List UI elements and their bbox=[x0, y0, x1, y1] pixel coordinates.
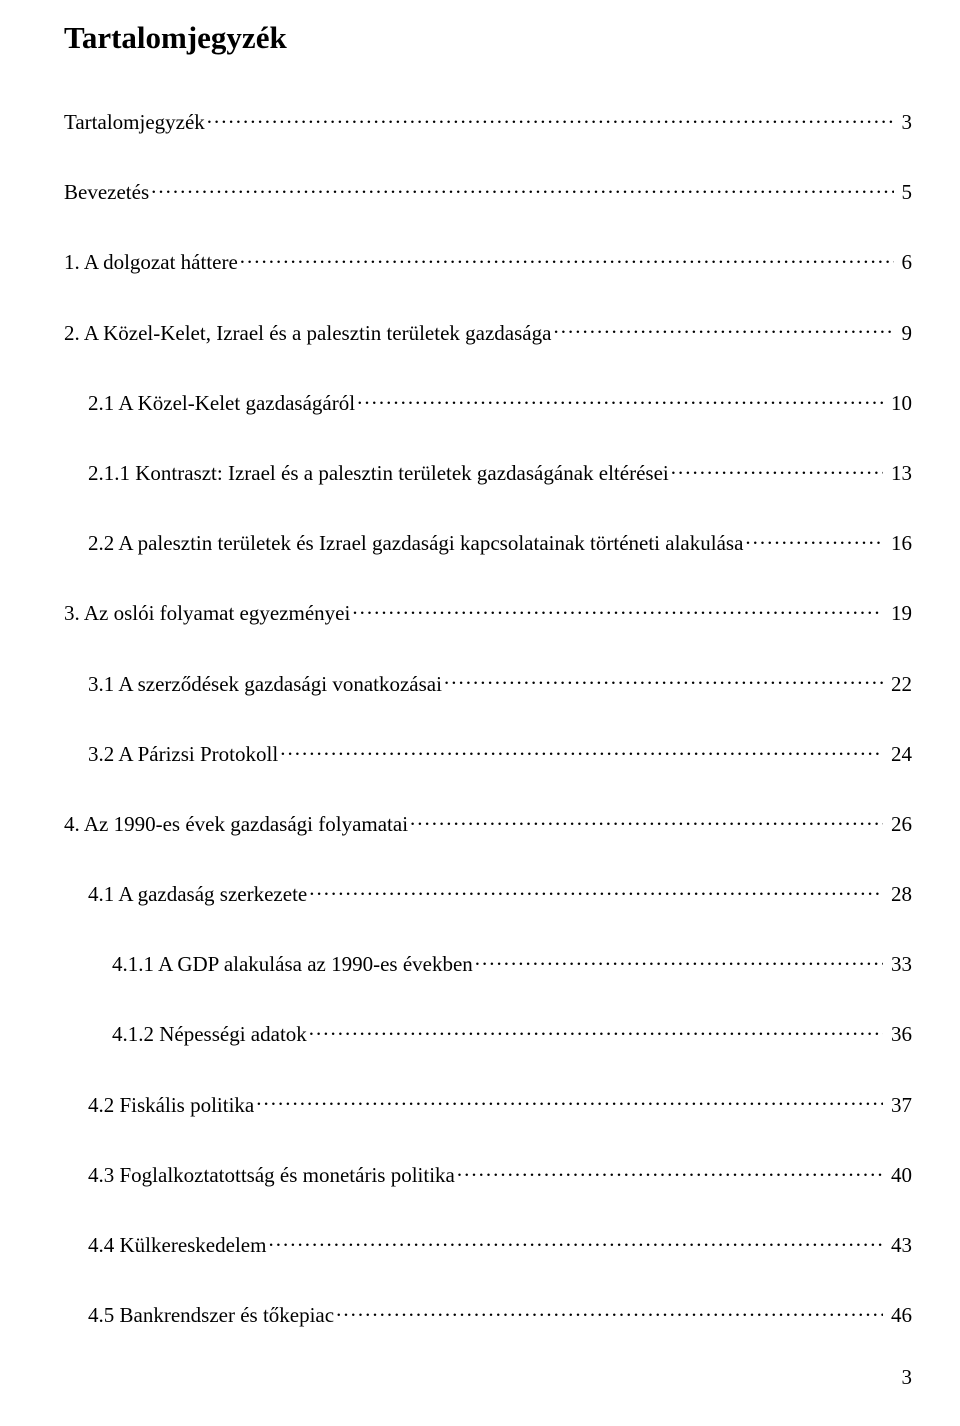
toc-row: 2.2 A palesztin területek és Izrael gazd… bbox=[64, 529, 912, 556]
toc-leader bbox=[240, 248, 894, 269]
toc-leader bbox=[268, 1231, 883, 1252]
toc-label: Bevezetés bbox=[64, 180, 149, 205]
toc-row: 4. Az 1990-es évek gazdasági folyamatai … bbox=[64, 810, 912, 837]
toc-label: 4.5 Bankrendszer és tőkepiac bbox=[88, 1303, 334, 1328]
toc-leader bbox=[352, 599, 883, 620]
toc-page: 36 bbox=[885, 1022, 912, 1047]
toc-label: 4. Az 1990-es évek gazdasági folyamatai bbox=[64, 812, 408, 837]
page-number: 3 bbox=[902, 1365, 913, 1390]
toc-leader bbox=[410, 810, 883, 831]
toc-page: 43 bbox=[885, 1233, 912, 1258]
toc-leader bbox=[280, 740, 883, 761]
toc-row: 4.1.2 Népességi adatok 36 bbox=[64, 1020, 912, 1047]
toc-leader bbox=[207, 108, 894, 129]
toc-label: 2.2 A palesztin területek és Izrael gazd… bbox=[88, 531, 743, 556]
toc-page: 3 bbox=[896, 110, 913, 135]
toc-page: 6 bbox=[896, 250, 913, 275]
toc-row: 1. A dolgozat háttere 6 bbox=[64, 248, 912, 275]
toc-row: 4.2 Fiskális politika 37 bbox=[64, 1091, 912, 1118]
toc-label: 4.2 Fiskális politika bbox=[88, 1093, 254, 1118]
toc-row: 2.1 A Közel-Kelet gazdaságáról 10 bbox=[64, 389, 912, 416]
toc-page: 33 bbox=[885, 952, 912, 977]
toc-leader bbox=[357, 389, 883, 410]
toc-page: 24 bbox=[885, 742, 912, 767]
toc-row: Tartalomjegyzék 3 bbox=[64, 108, 912, 135]
toc-label: 4.1 A gazdaság szerkezete bbox=[88, 882, 307, 907]
toc-page: 19 bbox=[885, 601, 912, 626]
toc-page: 46 bbox=[885, 1303, 912, 1328]
toc-row: 4.1 A gazdaság szerkezete 28 bbox=[64, 880, 912, 907]
toc-page: 40 bbox=[885, 1163, 912, 1188]
toc-label: 2.1.1 Kontraszt: Izrael és a palesztin t… bbox=[88, 461, 669, 486]
toc-leader bbox=[444, 670, 883, 691]
table-of-contents: Tartalomjegyzék 3 Bevezetés 5 1. A dolgo… bbox=[64, 108, 912, 1328]
toc-page: 5 bbox=[896, 180, 913, 205]
toc-leader bbox=[336, 1301, 883, 1322]
toc-row: 4.4 Külkereskedelem 43 bbox=[64, 1231, 912, 1258]
toc-page: 10 bbox=[885, 391, 912, 416]
toc-row: 3. Az oslói folyamat egyezményei 19 bbox=[64, 599, 912, 626]
toc-row: Bevezetés 5 bbox=[64, 178, 912, 205]
toc-page: 16 bbox=[885, 531, 912, 556]
toc-row: 4.1.1 A GDP alakulása az 1990-es években… bbox=[64, 950, 912, 977]
toc-row: 4.3 Foglalkoztatottság és monetáris poli… bbox=[64, 1161, 912, 1188]
toc-leader bbox=[309, 880, 883, 901]
toc-row: 2.1.1 Kontraszt: Izrael és a palesztin t… bbox=[64, 459, 912, 486]
toc-row: 3.1 A szerződések gazdasági vonatkozásai… bbox=[64, 670, 912, 697]
toc-label: 3. Az oslói folyamat egyezményei bbox=[64, 601, 350, 626]
toc-page: 13 bbox=[885, 461, 912, 486]
toc-leader bbox=[475, 950, 883, 971]
toc-leader bbox=[256, 1091, 883, 1112]
toc-page: 26 bbox=[885, 812, 912, 837]
toc-page: 28 bbox=[885, 882, 912, 907]
toc-label: 3.1 A szerződések gazdasági vonatkozásai bbox=[88, 672, 442, 697]
toc-page: 22 bbox=[885, 672, 912, 697]
toc-page: 9 bbox=[896, 321, 913, 346]
toc-page: 37 bbox=[885, 1093, 912, 1118]
toc-label: 4.1.1 A GDP alakulása az 1990-es években bbox=[112, 952, 473, 977]
toc-leader bbox=[457, 1161, 883, 1182]
toc-row: 2. A Közel-Kelet, Izrael és a palesztin … bbox=[64, 319, 912, 346]
toc-label: 2. A Közel-Kelet, Izrael és a palesztin … bbox=[64, 321, 551, 346]
toc-leader bbox=[745, 529, 883, 550]
toc-label: 1. A dolgozat háttere bbox=[64, 250, 238, 275]
toc-label: Tartalomjegyzék bbox=[64, 110, 205, 135]
page-title: Tartalomjegyzék bbox=[64, 20, 912, 56]
toc-label: 4.3 Foglalkoztatottság és monetáris poli… bbox=[88, 1163, 455, 1188]
toc-label: 4.4 Külkereskedelem bbox=[88, 1233, 266, 1258]
toc-leader bbox=[553, 319, 893, 340]
toc-row: 3.2 A Párizsi Protokoll 24 bbox=[64, 740, 912, 767]
toc-label: 3.2 A Párizsi Protokoll bbox=[88, 742, 278, 767]
page: Tartalomjegyzék Tartalomjegyzék 3 Beveze… bbox=[0, 0, 960, 1426]
toc-leader bbox=[671, 459, 883, 480]
toc-label: 4.1.2 Népességi adatok bbox=[112, 1022, 307, 1047]
toc-leader bbox=[151, 178, 893, 199]
toc-label: 2.1 A Közel-Kelet gazdaságáról bbox=[88, 391, 355, 416]
toc-row: 4.5 Bankrendszer és tőkepiac 46 bbox=[64, 1301, 912, 1328]
toc-leader bbox=[309, 1020, 883, 1041]
